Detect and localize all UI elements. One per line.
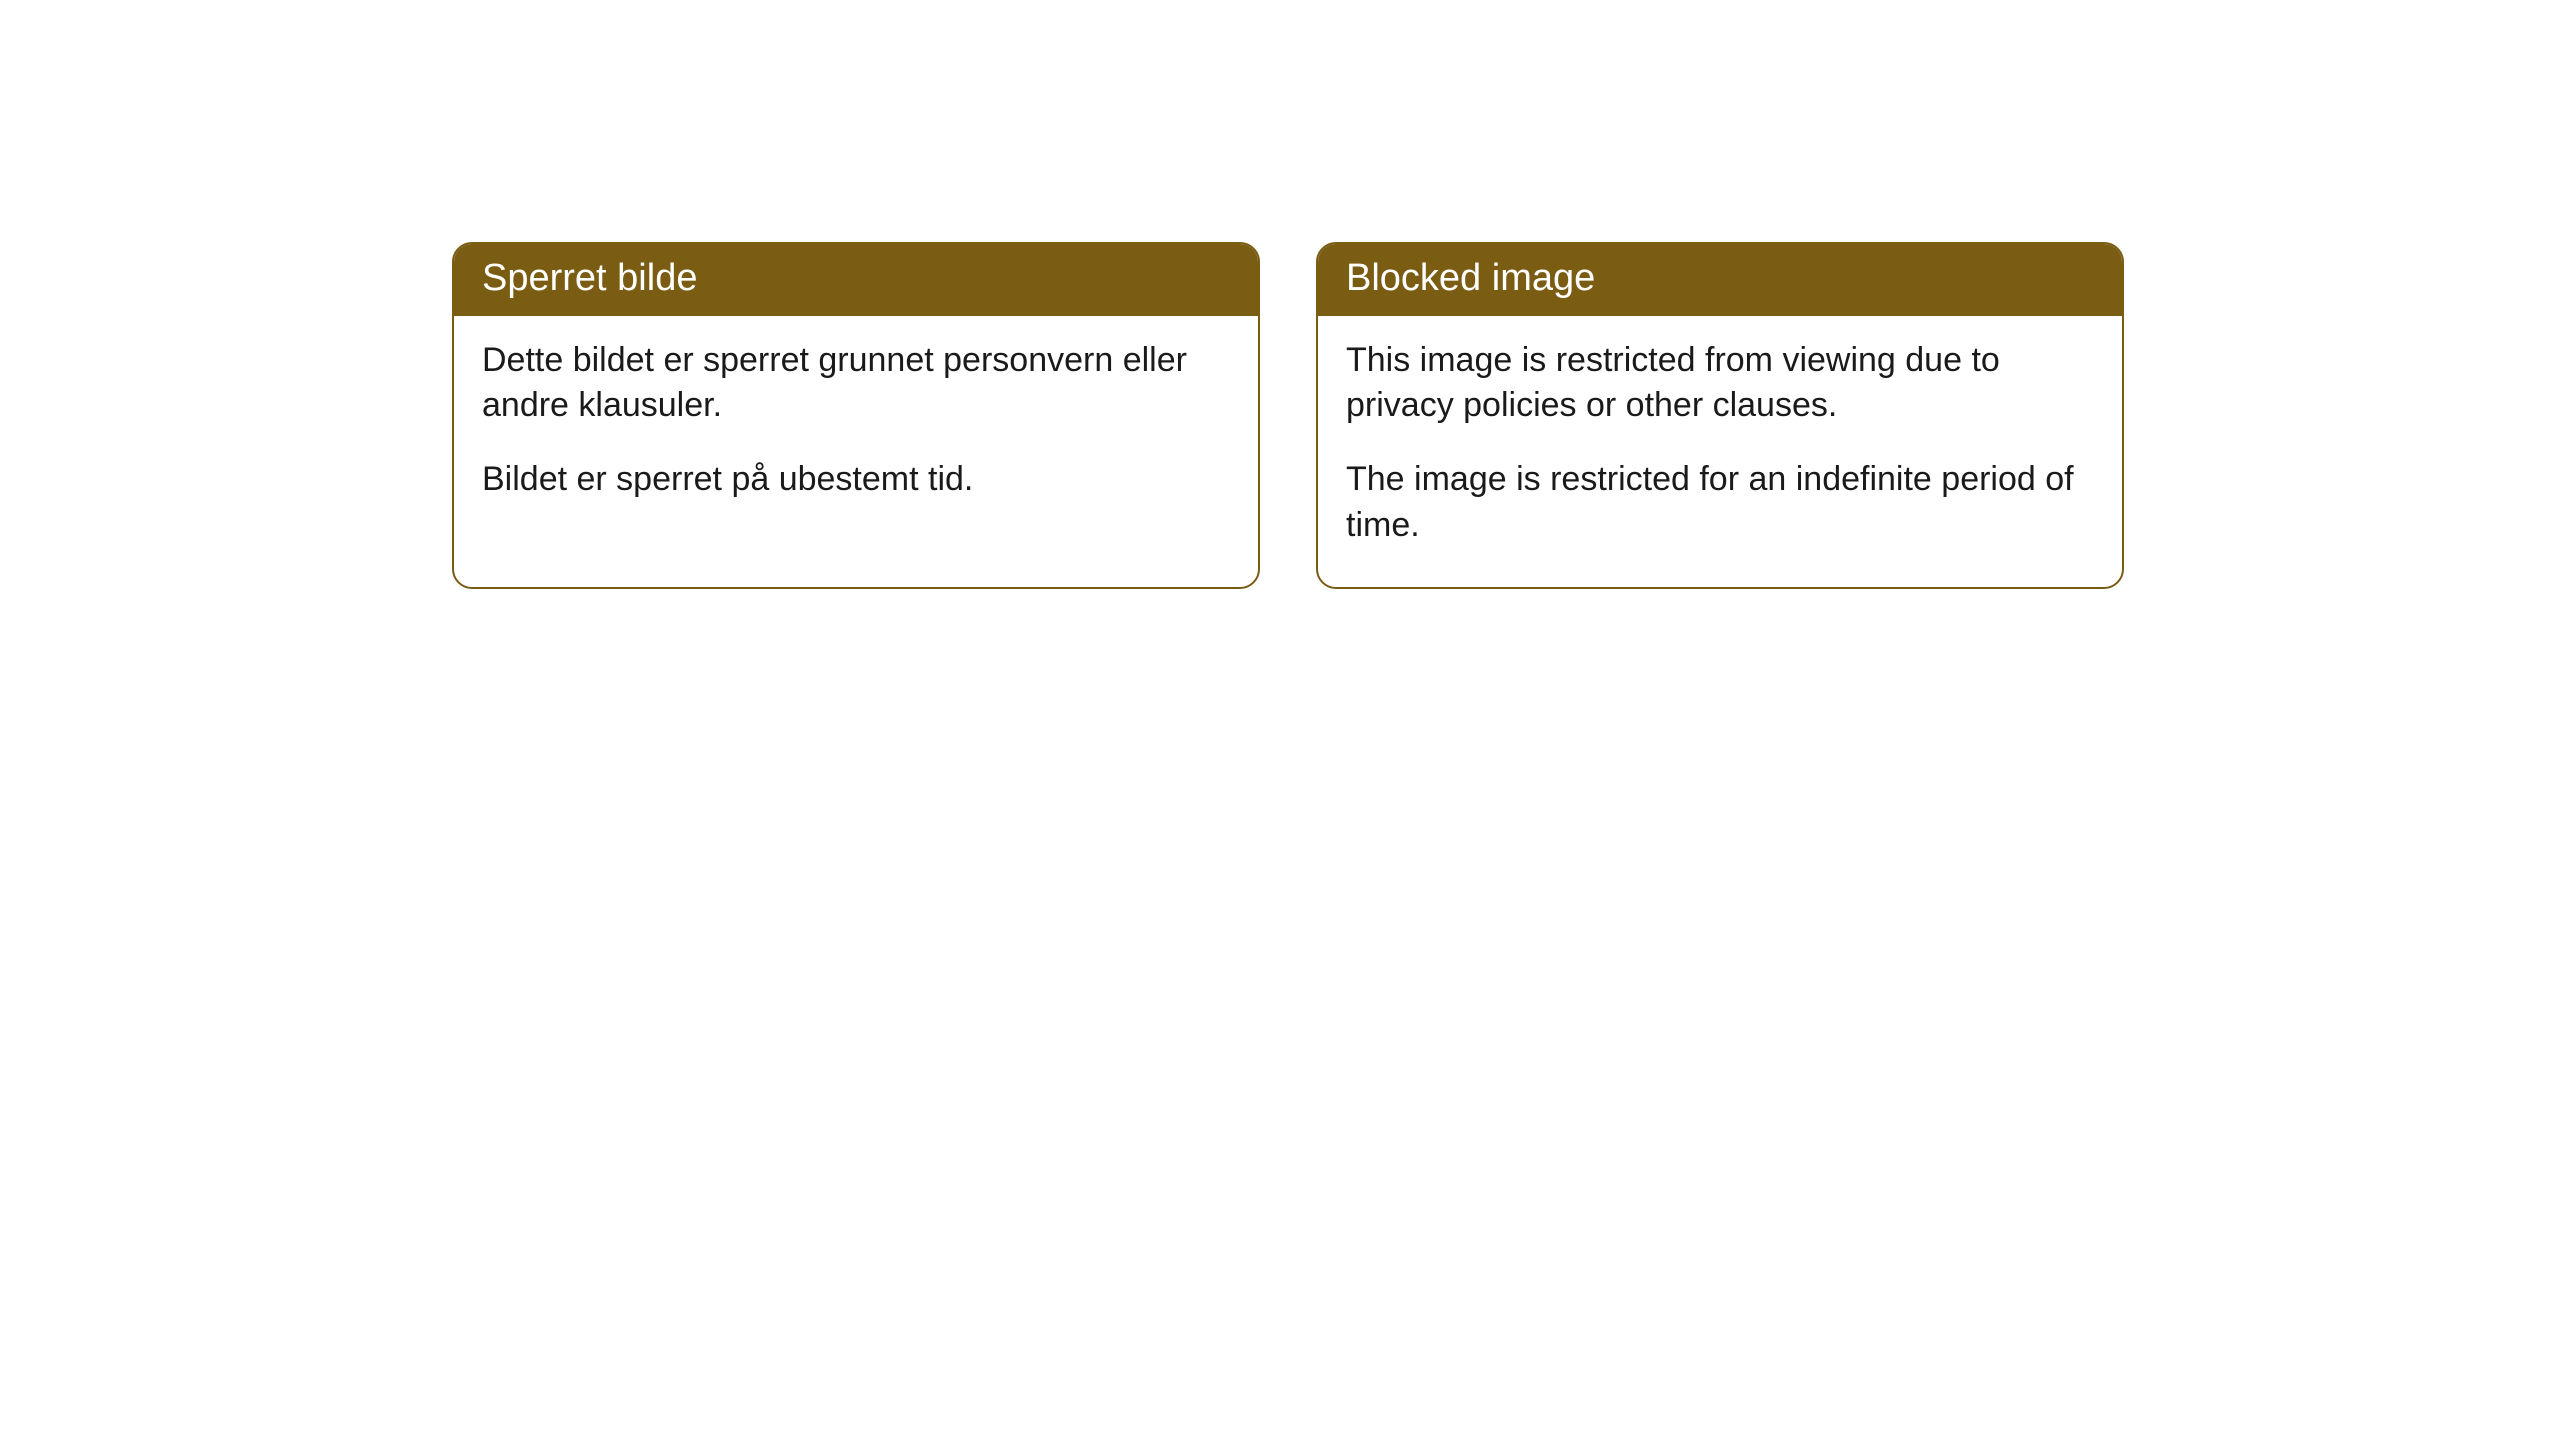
card-paragraph: Bildet er sperret på ubestemt tid. <box>482 457 1230 503</box>
card-paragraph: Dette bildet er sperret grunnet personve… <box>482 338 1230 430</box>
cards-container: Sperret bilde Dette bildet er sperret gr… <box>452 242 2124 589</box>
card-norwegian: Sperret bilde Dette bildet er sperret gr… <box>452 242 1260 589</box>
card-paragraph: The image is restricted for an indefinit… <box>1346 457 2094 549</box>
card-header-norwegian: Sperret bilde <box>454 244 1258 316</box>
card-body-english: This image is restricted from viewing du… <box>1318 316 2122 588</box>
card-english: Blocked image This image is restricted f… <box>1316 242 2124 589</box>
card-paragraph: This image is restricted from viewing du… <box>1346 338 2094 430</box>
card-header-english: Blocked image <box>1318 244 2122 316</box>
card-body-norwegian: Dette bildet er sperret grunnet personve… <box>454 316 1258 542</box>
